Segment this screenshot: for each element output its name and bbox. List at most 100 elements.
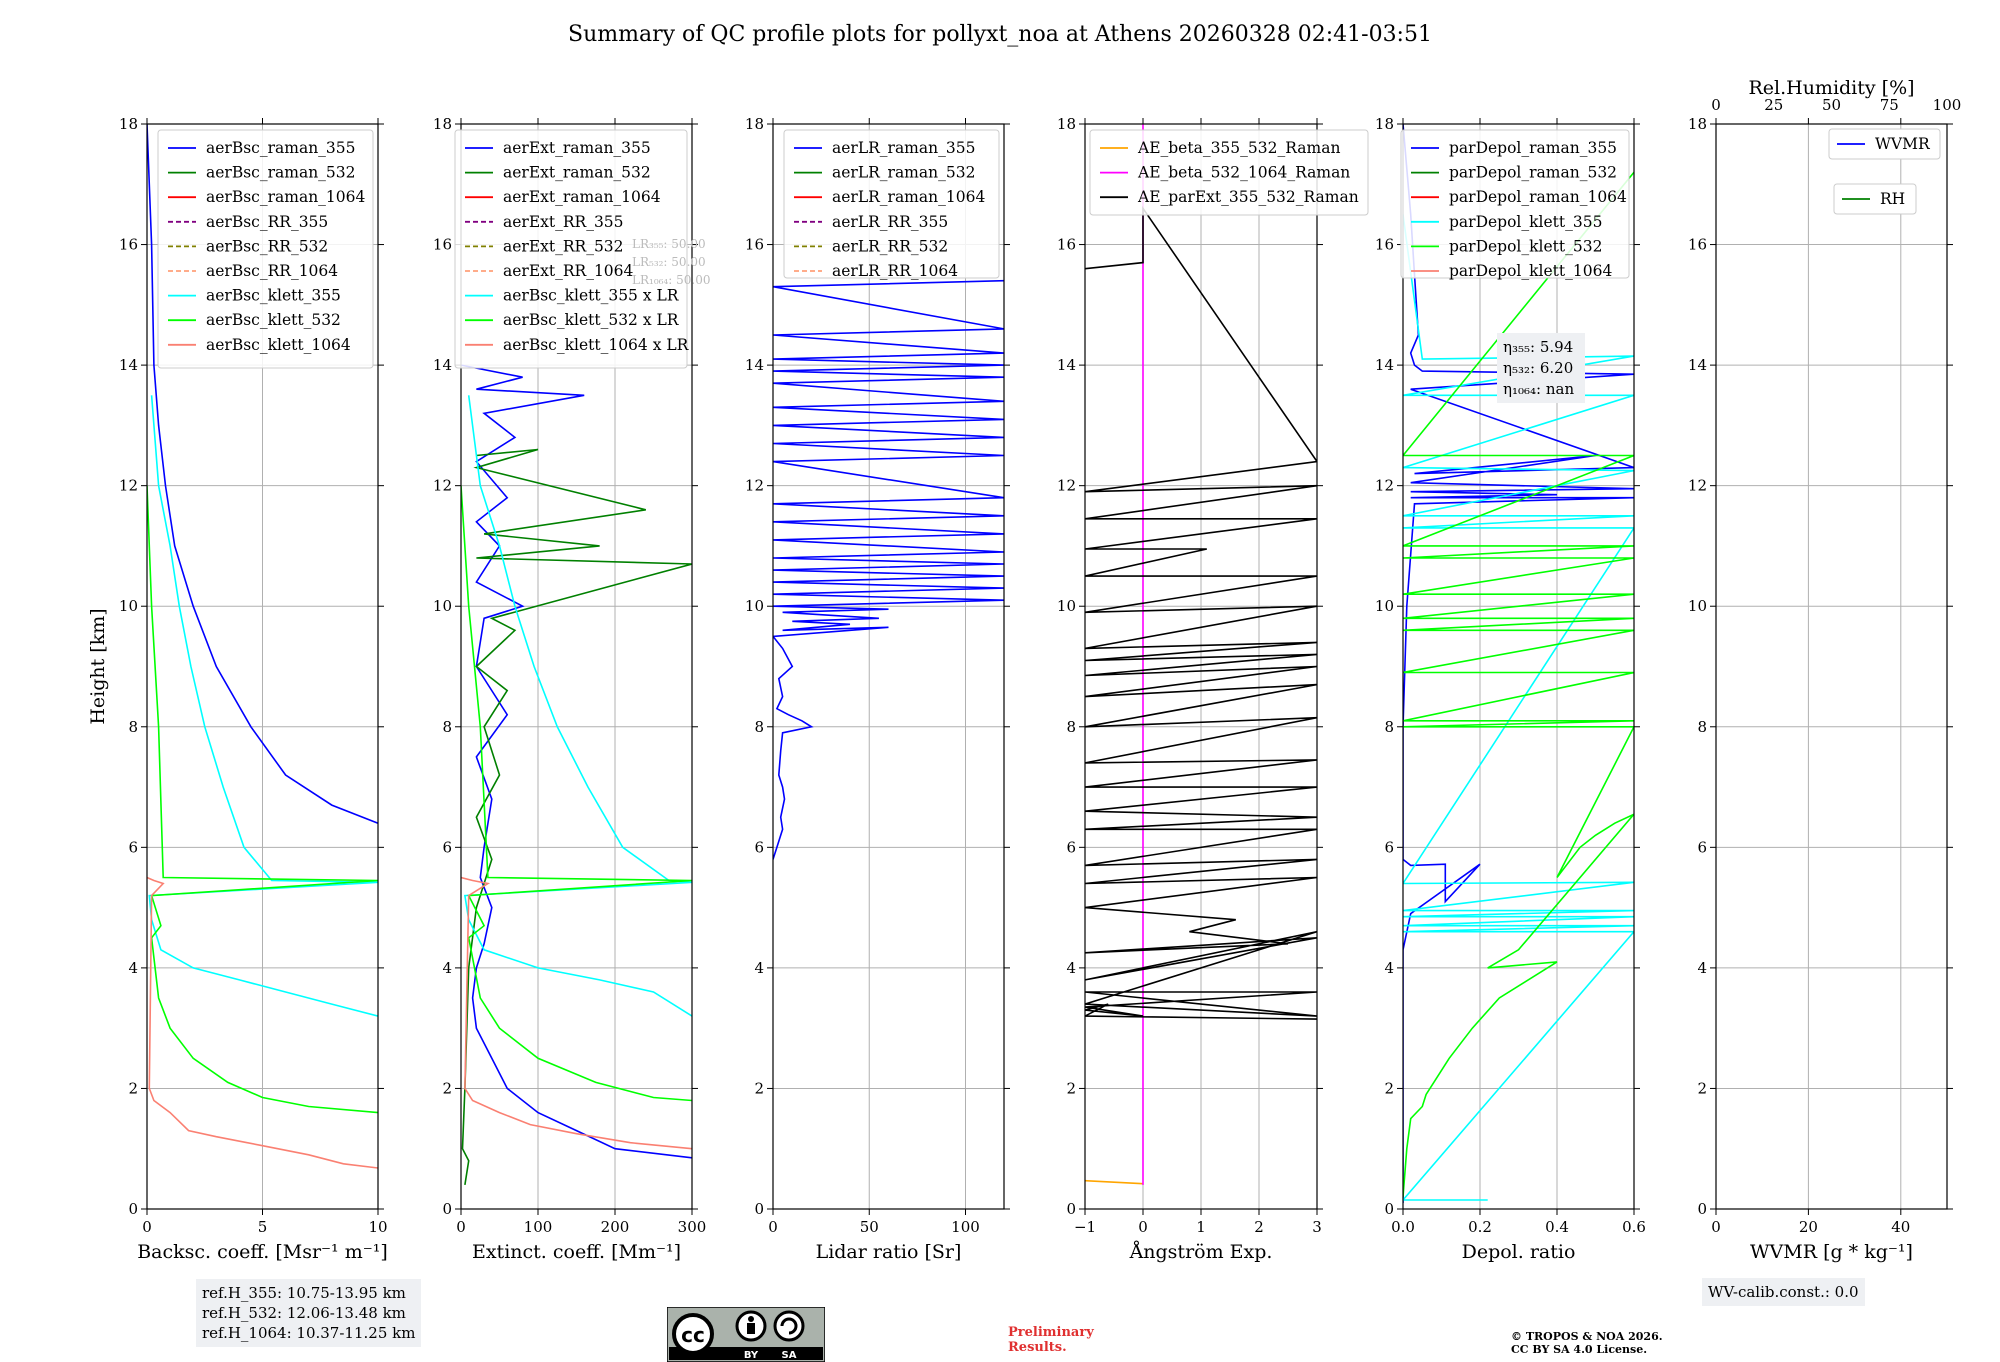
legend-label: WVMR	[1875, 135, 1931, 153]
ytick-label: 12	[433, 477, 452, 495]
ytick-label: 0	[1697, 1200, 1707, 1218]
legend-label: aerLR_raman_1064	[832, 188, 985, 206]
legend-label: aerBsc_RR_1064	[206, 262, 338, 280]
series-group	[1403, 124, 1634, 1203]
series-group	[773, 279, 1004, 860]
series-group	[461, 364, 692, 1186]
xtick-label: 2	[1254, 1218, 1264, 1236]
legend-label: AE_beta_532_1064_Raman	[1137, 164, 1350, 182]
legend-box	[1828, 128, 1941, 160]
plot-frame	[1715, 123, 1948, 1210]
ytick-label: 14	[1057, 356, 1076, 374]
ytick-label: 4	[1697, 959, 1707, 977]
eta-note: η₃₅₅: 5.94	[1503, 338, 1573, 356]
ytick-label: 6	[1697, 838, 1707, 856]
ytick-label: 6	[128, 838, 138, 856]
ytick-label: 10	[433, 597, 452, 615]
legend-label: aerBsc_klett_355 x LR	[503, 287, 680, 305]
xtick-label: 0	[456, 1218, 466, 1236]
by-label: BY	[744, 1350, 759, 1361]
ytick-label: 12	[1057, 477, 1076, 495]
top-xtick-label: 100	[1933, 96, 1962, 114]
series-aerLR_raman_355	[773, 279, 1004, 860]
series-aerBsc_klett_1064-x-LR	[461, 876, 692, 1150]
x-axis-label: Ångström Exp.	[1129, 1241, 1273, 1263]
legend-label: aerBsc_RR_532	[206, 237, 328, 255]
series-AE_parExt_355_532_Raman	[1085, 205, 1317, 1020]
ytick-label: 14	[1688, 356, 1707, 374]
ytick-label: 10	[1375, 597, 1394, 615]
top-xtick-label: 25	[1764, 96, 1783, 114]
copyright-line-1: © TROPOS & NOA 2026.	[1511, 1330, 1663, 1343]
preliminary-line-2: Results.	[1008, 1340, 1067, 1355]
legend-label: aerLR_RR_532	[832, 237, 948, 255]
ytick-label: 6	[1384, 838, 1394, 856]
ytick-label: 4	[754, 959, 764, 977]
ytick-label: 4	[1384, 959, 1394, 977]
ytick-label: 8	[1384, 718, 1394, 736]
ytick-label: 4	[128, 959, 138, 977]
legend-label: aerExt_raman_355	[503, 139, 651, 157]
xtick-label: 0	[142, 1218, 152, 1236]
legend-label: parDepol_raman_1064	[1449, 188, 1627, 206]
preliminary-line-1: Preliminary	[1008, 1325, 1094, 1340]
ytick-label: 12	[745, 477, 764, 495]
xtick-label: 0	[768, 1218, 778, 1236]
xtick-label: 40	[1891, 1218, 1910, 1236]
ytick-label: 8	[442, 718, 452, 736]
ytick-label: 8	[754, 718, 764, 736]
ytick-label: 2	[754, 1079, 764, 1097]
legend-label: RH	[1880, 190, 1905, 208]
legend-label: aerBsc_klett_355	[206, 287, 341, 305]
ytick-label: 4	[1066, 959, 1076, 977]
xtick-label: 50	[860, 1218, 879, 1236]
ytick-label: 2	[1066, 1079, 1076, 1097]
legend: parDepol_raman_355 parDepol_raman_532 parD…	[1400, 129, 1630, 280]
ytick-label: 16	[745, 236, 764, 254]
plot-frame	[1402, 123, 1635, 1210]
eta-note: η₅₃₂: 6.20	[1503, 359, 1573, 377]
wv-calib-box: WV-calib.const.: 0.0	[1702, 1278, 1865, 1306]
ytick-label: 8	[1697, 718, 1707, 736]
copyright-line-2: CC BY SA 4.0 License.	[1511, 1343, 1648, 1356]
xtick-label: 300	[678, 1218, 707, 1236]
legend-label: aerBsc_raman_355	[206, 139, 356, 157]
xtick-label: 0.4	[1545, 1218, 1569, 1236]
panel-depolarization: 0 2 4 6 8 10 12 14 16 18 0.0 0.2 0.4 0.6 Depol. ratio p…	[1375, 115, 1646, 1263]
ytick-label: 0	[1066, 1200, 1076, 1218]
top-xtick-label: 0	[1711, 96, 1721, 114]
ref-height-532: ref.H_532: 12.06-13.48 km	[202, 1304, 406, 1322]
legend-label: aerExt_raman_1064	[503, 188, 661, 206]
lr-note: LR₃₅₅: 50.00	[632, 237, 706, 251]
legend: aerExt_raman_355 aerExt_raman_532 aerExt_r…	[454, 129, 690, 369]
legend-box	[783, 129, 1000, 279]
x-axis-label: Extinct. coeff. [Mm⁻¹]	[472, 1241, 681, 1263]
top-axis-label: Rel.Humidity [%]	[1748, 77, 1914, 99]
eta-box	[1497, 333, 1585, 403]
wv-calib-constant: WV-calib.const.: 0.0	[1708, 1283, 1859, 1301]
xtick-label: −1	[1074, 1218, 1096, 1236]
legend-label: aerLR_raman_532	[832, 164, 975, 182]
ytick-label: 18	[1688, 115, 1707, 133]
legend: RH	[1833, 183, 1917, 215]
series-AE_beta_355_532_Raman	[1085, 1179, 1144, 1185]
legend-label: aerExt_RR_1064	[503, 262, 634, 280]
eta-note: η₁₀₆₄: nan	[1503, 380, 1574, 398]
ytick-label: 0	[754, 1200, 764, 1218]
ytick-label: 18	[745, 115, 764, 133]
legend-label: parDepol_klett_1064	[1449, 262, 1612, 280]
sa-label: SA	[782, 1350, 797, 1361]
ytick-label: 12	[119, 477, 138, 495]
ytick-label: 16	[1688, 236, 1707, 254]
reference-heights-box: ref.H_355: 10.75-13.95 km ref.H_532: 12.…	[196, 1279, 422, 1347]
ytick-label: 14	[745, 356, 764, 374]
xtick-label: 20	[1799, 1218, 1818, 1236]
xtick-label: 0.2	[1468, 1218, 1492, 1236]
legend-label: aerBsc_raman_532	[206, 164, 356, 182]
ytick-label: 16	[119, 236, 138, 254]
ytick-label: 18	[1057, 115, 1076, 133]
ytick-label: 14	[119, 356, 138, 374]
lr-note: LR₅₃₂: 50.00	[632, 255, 706, 269]
